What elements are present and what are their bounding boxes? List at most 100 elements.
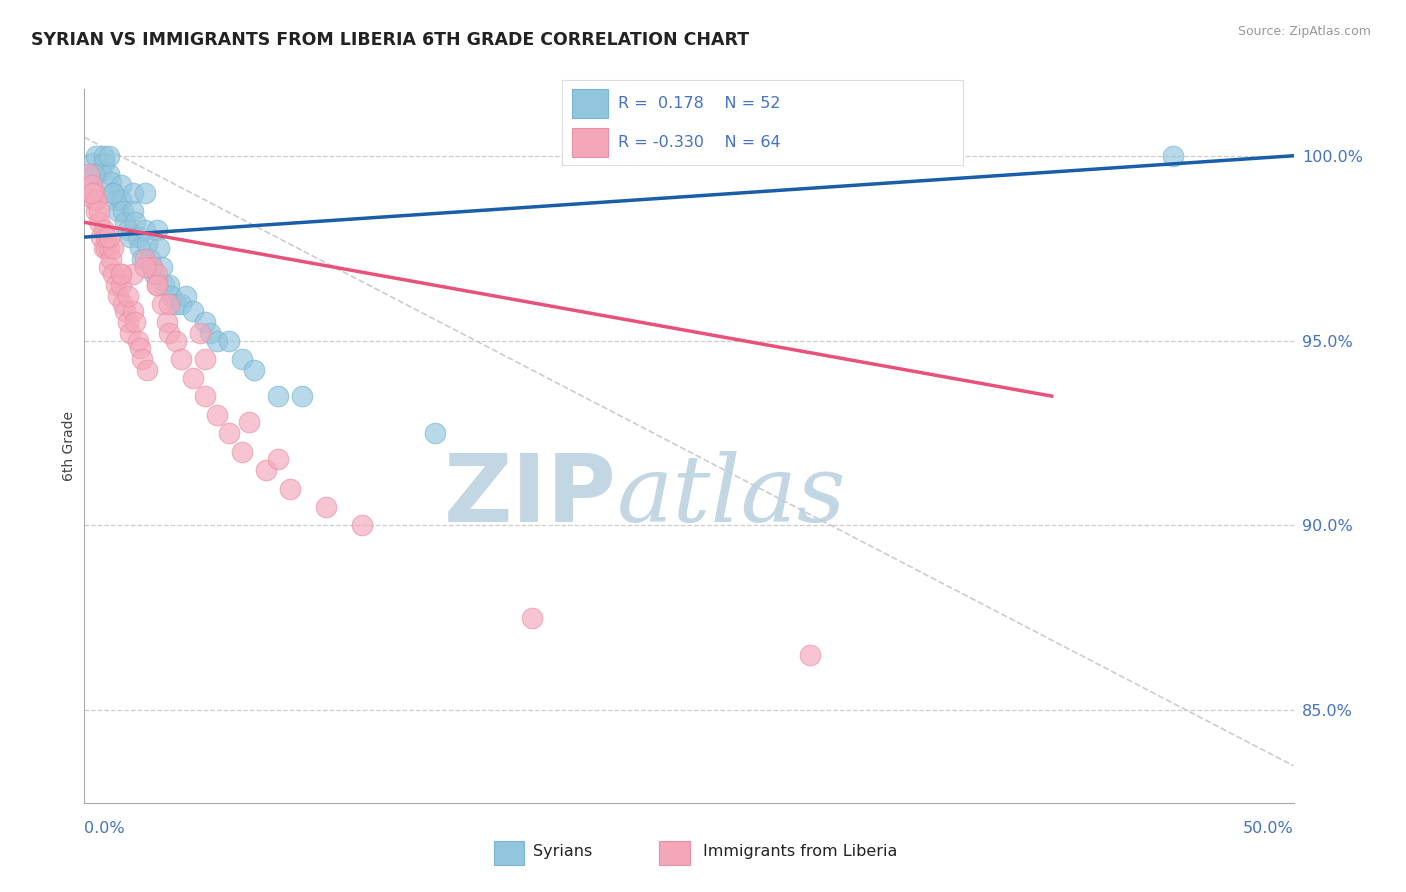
Point [110,267,132,281]
Point [93,149,115,163]
Point [146,278,169,293]
Text: 50.0%: 50.0% [1243,822,1294,837]
Point [121,186,143,200]
Point [134,260,156,274]
Point [155,315,177,329]
Text: SYRIAN VS IMMIGRANTS FROM LIBERIA 6TH GRADE CORRELATION CHART: SYRIAN VS IMMIGRANTS FROM LIBERIA 6TH GR… [31,31,749,49]
Point [138,252,160,267]
Point [146,267,169,281]
Bar [572,128,609,157]
Point [198,326,221,341]
Point [93,223,115,237]
Point [104,278,127,293]
Point [267,452,290,467]
Point [146,223,169,237]
Point [150,296,173,310]
Bar [494,840,524,865]
Point [80,156,103,170]
Point [103,241,125,255]
Point [120,230,142,244]
Point [267,389,290,403]
Point [799,648,821,662]
Point [291,389,314,403]
Point [134,252,156,267]
Text: 0.0%: 0.0% [84,822,125,837]
Point [157,278,180,293]
Point [231,444,253,458]
Point [143,267,166,281]
Point [80,178,103,193]
Point [153,278,176,293]
Point [107,289,129,303]
Point [87,204,110,219]
Point [117,223,139,237]
Point [207,408,229,422]
Point [77,167,100,181]
Point [124,315,146,329]
Point [110,278,132,293]
Point [97,167,120,181]
Point [181,370,204,384]
Point [148,241,170,255]
Point [207,334,229,348]
Point [90,230,112,244]
Point [87,215,110,229]
Point [83,186,105,200]
Point [117,315,139,329]
Point [110,193,132,207]
Point [93,156,115,170]
Point [254,463,277,477]
Point [90,163,112,178]
Point [110,178,132,193]
Point [86,149,108,163]
Point [150,260,173,274]
Point [218,334,240,348]
Point [131,352,153,367]
Point [127,334,149,348]
Point [194,389,217,403]
Point [112,204,135,219]
Point [86,193,108,207]
Point [423,425,446,440]
Text: Immigrants from Liberia: Immigrants from Liberia [703,845,897,859]
Point [83,193,105,207]
Point [103,186,125,200]
Point [121,267,143,281]
Point [157,326,180,341]
Point [238,415,260,429]
Point [352,518,374,533]
Text: R =  0.178    N = 52: R = 0.178 N = 52 [619,95,780,111]
Point [190,326,212,341]
Point [100,252,122,267]
Point [86,204,108,219]
Point [83,167,105,181]
Point [100,175,122,189]
Point [170,296,193,310]
Text: R = -0.330    N = 64: R = -0.330 N = 64 [619,135,782,150]
Point [94,241,117,255]
Point [141,260,163,274]
Point [174,289,197,303]
Point [134,186,156,200]
Point [121,304,143,318]
Point [315,500,337,514]
Point [127,230,149,244]
Point [136,237,159,252]
Point [114,304,136,318]
Point [103,267,125,281]
Point [165,296,187,310]
Point [129,241,152,255]
Point [231,352,253,367]
Point [218,425,240,440]
Point [107,204,129,219]
Y-axis label: 6th Grade: 6th Grade [62,411,76,481]
Point [121,204,143,219]
Point [141,260,163,274]
Text: Syrians: Syrians [533,845,592,859]
Text: ZIP: ZIP [443,450,616,542]
Point [129,341,152,355]
Point [86,167,108,181]
Point [1161,149,1184,163]
Bar [572,89,609,118]
Point [97,241,120,255]
